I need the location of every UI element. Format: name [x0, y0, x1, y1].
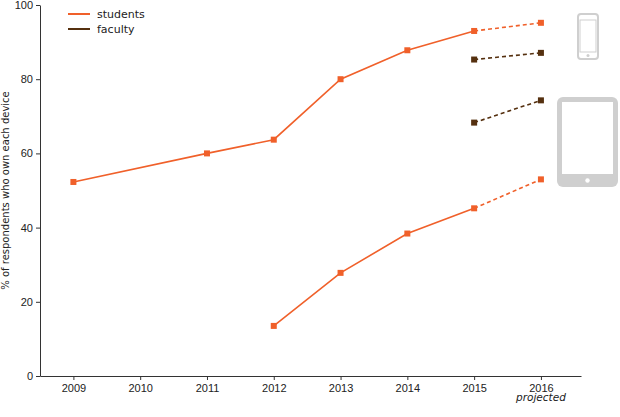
x-tick-mark	[541, 376, 542, 380]
y-tick: 40	[21, 222, 40, 234]
plot-area	[70, 20, 544, 329]
series-line	[274, 208, 474, 326]
y-tick-label: 100	[15, 0, 33, 11]
x-tick: 2013	[329, 376, 353, 394]
annotation: projected	[515, 391, 566, 403]
y-tick: 60	[21, 147, 40, 159]
series-marker	[271, 323, 277, 329]
series-line-projected	[474, 53, 541, 60]
series-marker	[271, 137, 277, 143]
series-marker	[538, 176, 544, 182]
series-line-projected	[474, 179, 541, 208]
y-tick-label: 60	[21, 147, 33, 159]
x-tick: 2011	[196, 376, 220, 394]
y-axis-title: % of respondents who own each device	[0, 91, 11, 289]
legend: students faculty	[68, 8, 145, 36]
y-axis: 0 20 40 60 80 100	[15, 0, 41, 382]
x-tick-mark	[73, 376, 74, 380]
series-marker	[471, 57, 477, 63]
y-tick-label: 80	[21, 73, 33, 85]
x-tick: 2014	[396, 376, 420, 394]
x-tick-label: 2015	[462, 382, 486, 394]
x-tick-label: 2013	[329, 382, 353, 394]
y-tick: 0	[27, 370, 40, 382]
x-tick-mark	[140, 376, 141, 380]
x-tick-label: 2010	[128, 382, 152, 394]
phone-screen	[580, 20, 596, 52]
series-marker	[538, 20, 544, 26]
x-tick-label: 2011	[196, 382, 220, 394]
x-tick: 2012	[262, 376, 286, 394]
tablet-screen	[562, 102, 613, 174]
series-marker	[70, 179, 76, 185]
legend-label: faculty	[97, 23, 135, 36]
series-marker	[538, 97, 544, 103]
y-tick-label: 40	[21, 222, 33, 234]
series-marker	[471, 120, 477, 126]
phone-button	[587, 54, 590, 57]
series-marker	[404, 231, 410, 237]
phone-icon	[578, 14, 598, 59]
y-tick-mark	[36, 5, 40, 6]
device-icons	[557, 14, 618, 187]
legend-swatch	[68, 28, 90, 30]
series-marker	[538, 50, 544, 56]
x-tick-label: 2014	[396, 382, 420, 394]
y-tick-label: 20	[21, 296, 33, 308]
y-tick: 80	[21, 73, 40, 85]
series-line	[73, 31, 474, 182]
series-marker	[338, 76, 344, 82]
y-tick-mark	[36, 376, 40, 377]
x-tick-mark	[474, 376, 475, 380]
tablet-icon	[557, 97, 618, 187]
tablet-button	[585, 178, 589, 182]
legend-swatch	[68, 13, 90, 15]
y-tick-mark	[36, 302, 40, 303]
x-tick-mark	[274, 376, 275, 380]
legend-label: students	[97, 8, 145, 21]
x-tick-label: 2009	[62, 382, 86, 394]
series-line-projected	[474, 23, 541, 31]
x-axis-line	[41, 376, 582, 377]
y-tick-mark	[36, 228, 40, 229]
series-marker	[404, 47, 410, 53]
y-tick-mark	[36, 79, 40, 80]
x-tick: 2015	[462, 376, 486, 394]
chart: 2009201020112012201320142015201602040608…	[0, 0, 620, 417]
series-marker	[471, 205, 477, 211]
series-marker	[204, 150, 210, 156]
series-marker	[471, 28, 477, 34]
x-tick: 2009	[62, 376, 86, 394]
y-tick: 100	[15, 0, 40, 11]
series-line-projected	[474, 100, 541, 122]
x-tick-label: 2012	[262, 382, 286, 394]
x-tick: 2010	[128, 376, 152, 394]
x-axis: 20092010201120122013201420152016	[41, 376, 582, 394]
y-axis-line	[40, 6, 41, 377]
x-tick-mark	[341, 376, 342, 380]
x-tick-mark	[207, 376, 208, 380]
y-tick-mark	[36, 153, 40, 154]
series-marker	[338, 270, 344, 276]
y-tick-label: 0	[27, 370, 33, 382]
x-tick-mark	[407, 376, 408, 380]
y-tick: 20	[21, 296, 40, 308]
